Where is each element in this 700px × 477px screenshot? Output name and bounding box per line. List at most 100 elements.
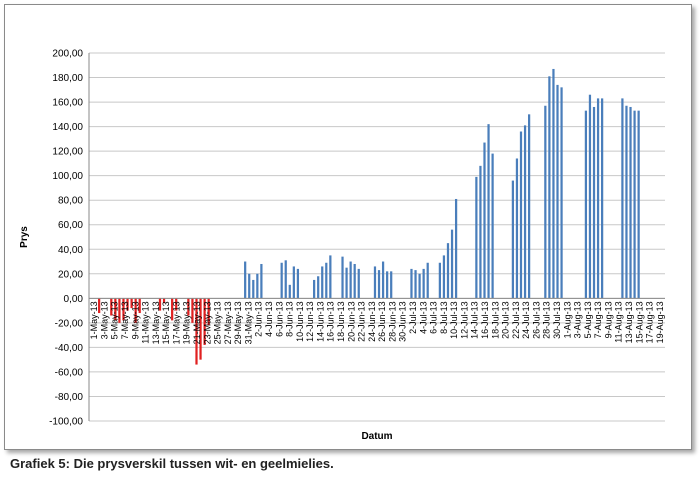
bar: [491, 153, 494, 299]
x-tick-label: 20-Jun-13: [346, 301, 356, 342]
bar: [110, 298, 113, 316]
bar: [637, 110, 640, 299]
x-tick-label: 28-Jul-13: [542, 301, 552, 339]
bar: [548, 76, 551, 299]
bar: [175, 298, 178, 311]
bar: [130, 298, 133, 309]
bar: [345, 267, 348, 299]
bar: [158, 298, 162, 311]
x-tick-label: 6-Jul-13: [429, 301, 439, 334]
bar: [191, 298, 194, 323]
x-tick-label: 10-Jul-13: [449, 301, 459, 339]
bar: [584, 110, 588, 299]
x-tick-label: 18-Jul-13: [490, 301, 500, 339]
bar: [629, 106, 632, 299]
x-tick-label: 12-Jun-13: [305, 301, 315, 342]
x-tick-label: 20-Jul-13: [501, 301, 511, 339]
bar: [454, 198, 458, 299]
bar: [199, 298, 202, 360]
x-tick-label: 13-Aug-13: [624, 301, 634, 343]
x-tick-label: 4-Jun-13: [264, 301, 274, 337]
bar: [280, 262, 283, 299]
x-tick-label: 8-Jul-13: [439, 301, 449, 334]
x-tick-label: 8-Jun-13: [285, 301, 295, 337]
x-tick-label: 5-May-13: [110, 301, 120, 339]
x-tick-label: 19-May-13: [182, 301, 192, 344]
bar: [560, 87, 563, 299]
x-tick-label: 1-May-13: [89, 301, 99, 339]
x-tick-label: 3-Aug-13: [573, 301, 583, 338]
bar: [422, 268, 425, 299]
x-tick-label: 4-Jul-13: [418, 301, 428, 334]
bar: [353, 263, 356, 299]
bar: [596, 98, 600, 299]
y-tick-label: 140,00: [52, 122, 83, 133]
bar: [601, 98, 604, 299]
y-tick-label: -80,00: [55, 392, 84, 403]
y-tick-label: 160,00: [52, 98, 83, 109]
bar: [479, 165, 482, 299]
x-tick-label: 9-Aug-13: [603, 301, 613, 338]
bar: [377, 270, 381, 299]
y-tick-label: -40,00: [55, 343, 84, 354]
y-tick-label: 80,00: [58, 196, 83, 207]
bar: [621, 98, 624, 299]
y-tick-label: 180,00: [52, 73, 83, 84]
bar: [248, 273, 251, 299]
bar: [98, 298, 101, 314]
bar: [414, 270, 417, 299]
x-axis-title: Datum: [361, 431, 392, 442]
bar: [296, 268, 300, 299]
y-tick-label: 100,00: [52, 171, 83, 182]
bar: [256, 273, 259, 299]
x-tick-label: 28-Jun-13: [387, 301, 397, 342]
bar-chart: 200,00 180,00 160,00 140,00 120,00 100,00 80,0…: [19, 49, 665, 442]
x-tick-label: 11-May-13: [141, 301, 151, 343]
bar: [592, 106, 596, 299]
x-tick-label: 22-Jun-13: [357, 301, 367, 342]
bar: [114, 298, 117, 321]
x-tick-label: 14-Jul-13: [470, 301, 480, 339]
bar: [418, 273, 421, 299]
x-tick-label: 23-May-13: [202, 301, 212, 344]
x-tick-label: 26-Jul-13: [531, 301, 541, 339]
bar: [426, 262, 429, 299]
bar: [386, 271, 389, 299]
y-axis-title: Prys: [19, 226, 30, 248]
bar: [515, 158, 519, 299]
x-tick-label: 1-Aug-13: [562, 301, 572, 338]
y-tick-label: 40,00: [58, 245, 83, 256]
y-tick-label: 120,00: [52, 147, 83, 158]
bar: [138, 298, 141, 314]
bar: [357, 268, 360, 299]
x-tick-label: 11-Aug-13: [614, 301, 624, 342]
bar: [162, 298, 166, 304]
bar: [487, 124, 490, 299]
x-tick-label: 10-Jun-13: [295, 301, 305, 342]
bar: [207, 298, 210, 326]
bar: [552, 68, 555, 299]
bar: [519, 131, 523, 299]
bar: [341, 256, 344, 299]
x-tick-label: 17-Aug-13: [645, 301, 655, 343]
bar: [528, 114, 531, 299]
bar: [325, 262, 328, 299]
bar: [523, 125, 527, 299]
bar: [373, 266, 377, 299]
y-tick-label: 200,00: [52, 49, 83, 60]
bar: [438, 262, 441, 299]
x-tick-label: 16-Jul-13: [480, 301, 490, 339]
x-tick-label: 25-May-13: [213, 301, 223, 344]
x-tick-label: 26-Jun-13: [377, 301, 387, 342]
bar: [329, 255, 332, 299]
bar: [442, 255, 446, 299]
x-tick-label: 14-Jun-13: [315, 301, 325, 342]
bar: [410, 268, 413, 299]
bar: [126, 298, 129, 311]
bar: [633, 110, 636, 299]
bar: [122, 298, 125, 321]
x-tick-label: 7-May-13: [120, 301, 130, 339]
bar: [588, 94, 592, 299]
bar: [284, 260, 287, 299]
y-tick-label: 0,00: [64, 294, 84, 305]
